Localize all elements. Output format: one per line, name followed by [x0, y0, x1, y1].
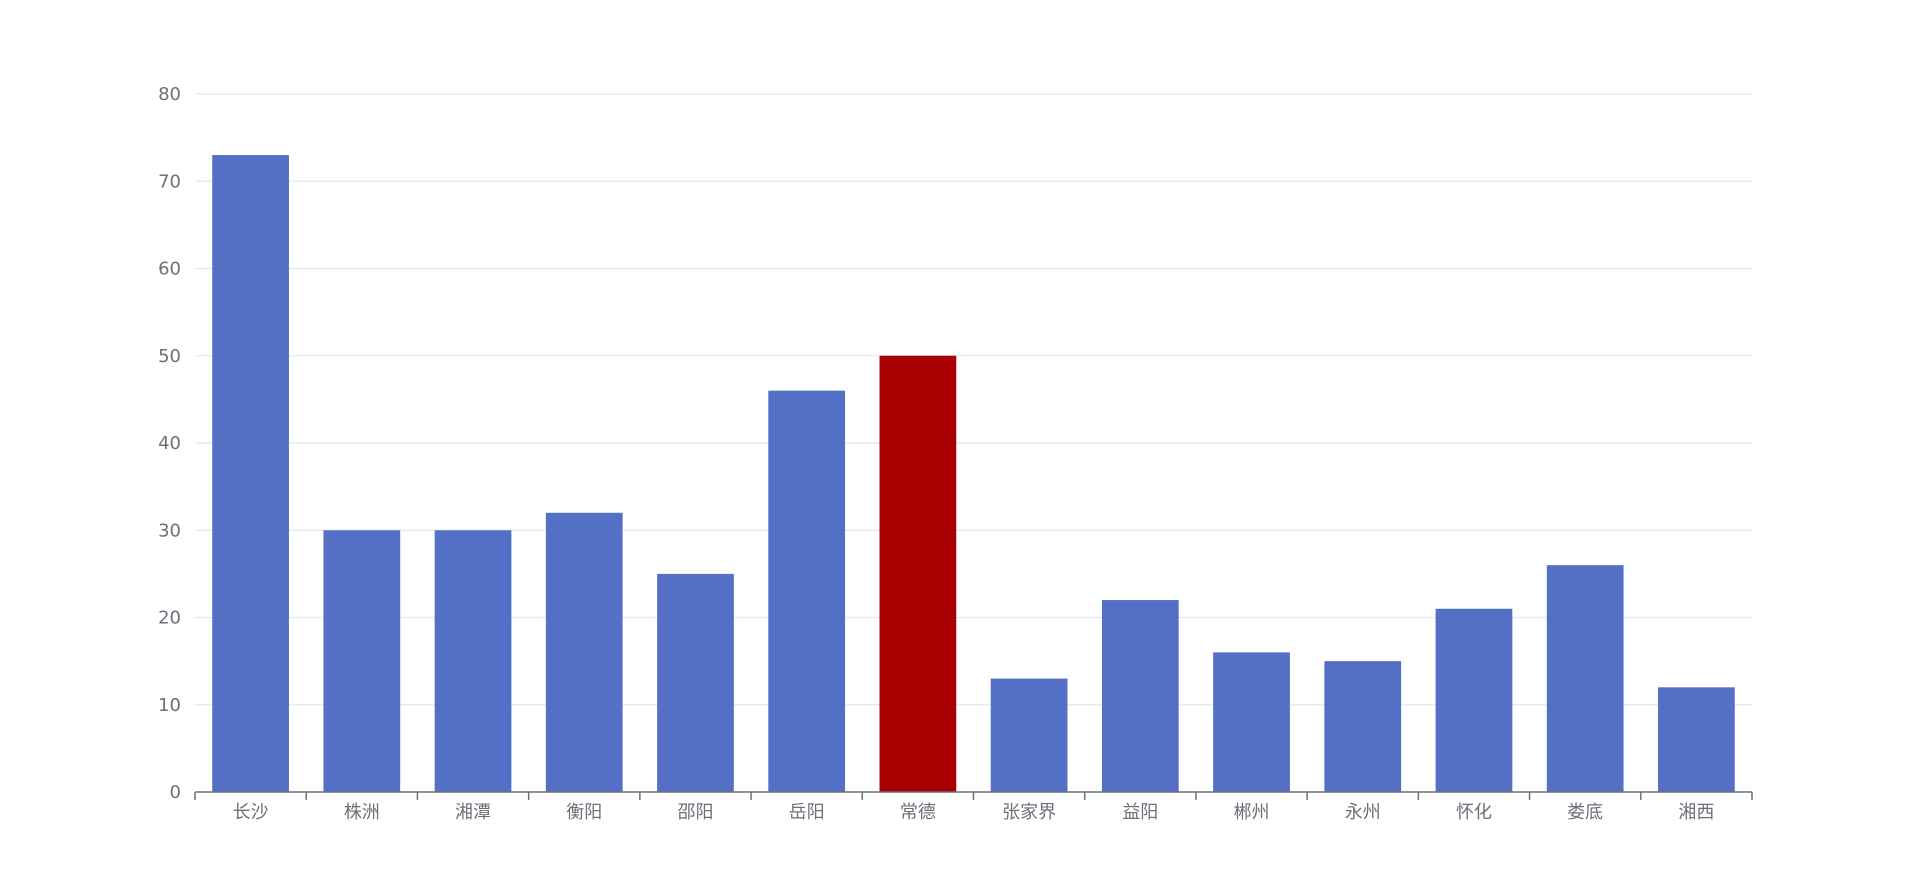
- bar-1[interactable]: [323, 530, 401, 792]
- bars: [212, 155, 1735, 792]
- y-tick-label: 30: [158, 520, 181, 541]
- x-tick-label: 郴州: [1234, 802, 1270, 823]
- y-tick-label: 60: [158, 259, 181, 280]
- bar-4[interactable]: [657, 573, 734, 792]
- y-tick-label: 20: [158, 608, 181, 629]
- bar-11[interactable]: [1435, 608, 1513, 792]
- x-tick-label: 长沙: [233, 802, 269, 823]
- x-tick-label: 常德: [900, 802, 936, 823]
- x-tick-label: 张家界: [1002, 802, 1056, 823]
- axes: [194, 791, 1753, 800]
- x-tick-label: 永州: [1345, 802, 1381, 823]
- y-tick-label: 10: [158, 695, 181, 716]
- y-tick-label: 0: [170, 782, 181, 803]
- x-tick-label: 湘西: [1678, 802, 1714, 823]
- bar-8[interactable]: [1101, 600, 1179, 792]
- bar-6[interactable]: [879, 355, 957, 792]
- bar-9[interactable]: [1213, 652, 1290, 792]
- y-tick-label: 80: [158, 84, 181, 105]
- x-tick-label: 株洲: [344, 802, 380, 823]
- bar-13[interactable]: [1658, 687, 1735, 792]
- bar-7[interactable]: [990, 678, 1068, 792]
- x-tick-label: 娄底: [1567, 802, 1603, 823]
- y-tick-label: 50: [158, 346, 181, 367]
- x-tick-label: 衡阳: [566, 802, 602, 823]
- bar-10[interactable]: [1324, 661, 1402, 792]
- bar-12[interactable]: [1546, 565, 1624, 792]
- y-axis-tick-labels: 0 10 20 30 40 50 60 70 80: [158, 84, 181, 803]
- x-axis-tick-labels: 长沙 株洲 湘潭 衡阳 邵阳 岳阳 常德 张家界 益阳 郴州 永州 怀化 娄底 湘西: [233, 802, 1715, 823]
- y-tick-label: 40: [158, 433, 181, 454]
- y-tick-label: 70: [158, 171, 181, 192]
- x-tick-label: 益阳: [1122, 802, 1158, 823]
- x-tick-label: 岳阳: [789, 802, 825, 823]
- bar-5[interactable]: [768, 390, 846, 792]
- x-tick-label: 怀化: [1456, 802, 1492, 823]
- bar-2[interactable]: [434, 530, 512, 792]
- x-tick-label: 湘潭: [455, 802, 491, 823]
- bar-3[interactable]: [545, 512, 623, 792]
- bar-0[interactable]: [212, 155, 289, 792]
- x-tick-label: 邵阳: [677, 802, 713, 823]
- grid-lines: [195, 93, 1752, 706]
